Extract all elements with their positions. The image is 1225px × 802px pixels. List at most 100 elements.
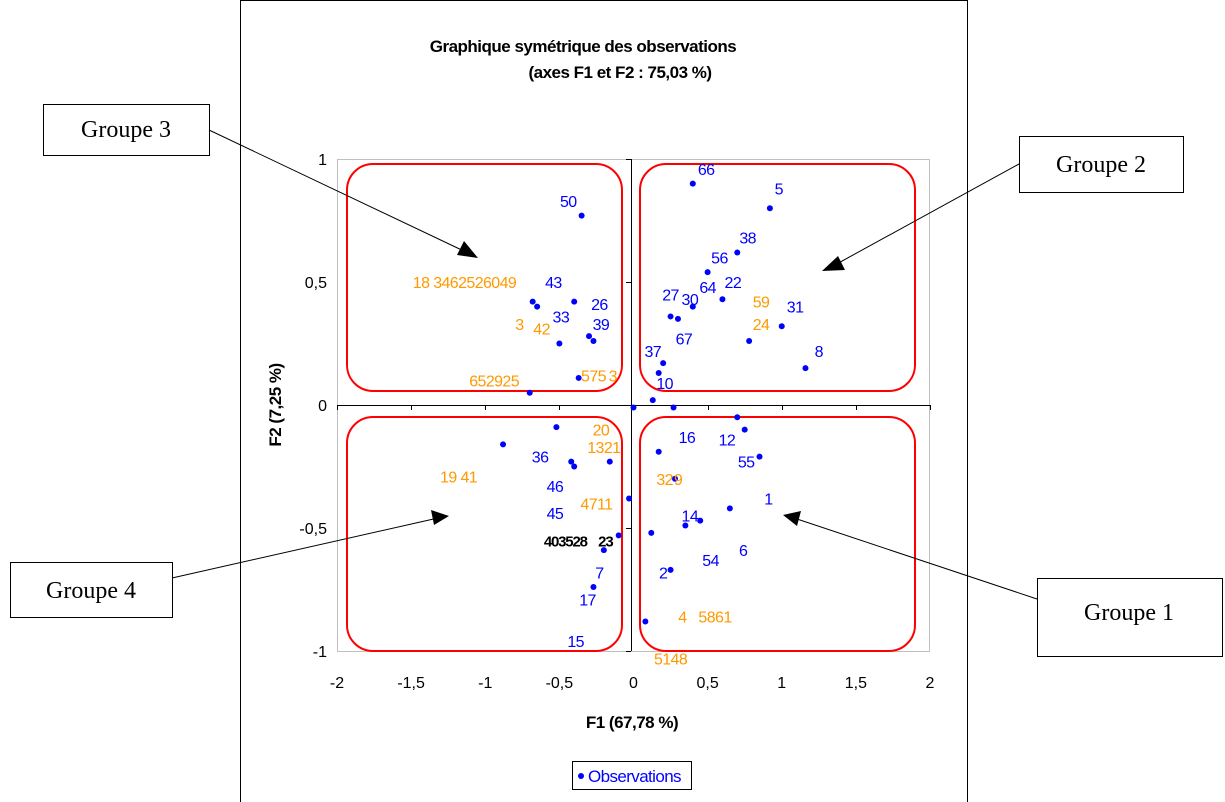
data-point: [734, 249, 741, 256]
data-point: [741, 426, 748, 433]
data-point: [590, 584, 597, 591]
point-label: 5861: [698, 610, 732, 627]
point-label: 27: [662, 287, 679, 304]
annotation-arrow: [793, 517, 1038, 600]
chart-frame: [240, 0, 968, 802]
y-tick-label: 0: [318, 398, 327, 415]
point-label: 2: [659, 565, 668, 582]
y-tick-labels: -1 -0,5 0 0,5 1: [299, 152, 327, 661]
data-point: [746, 338, 753, 345]
point-label: 64: [699, 280, 716, 297]
annotation-group1: Groupe 1: [783, 511, 1223, 657]
point-label: 39: [593, 317, 610, 334]
point-label: 8: [815, 344, 824, 361]
data-point: [689, 180, 696, 187]
point-label: 1: [764, 491, 773, 508]
arrowhead: [783, 511, 801, 526]
data-point: [689, 303, 696, 310]
data-point: [626, 495, 633, 502]
x-tick-label: 0,5: [697, 675, 719, 692]
y-tick-label: -0,5: [299, 521, 327, 538]
data-point: [704, 269, 711, 276]
data-point: [649, 397, 656, 404]
legend-box: [572, 761, 692, 790]
point-label: 5: [775, 182, 784, 199]
annotation-arrow: [208, 129, 469, 254]
group4-box: [346, 416, 623, 652]
point-label: 12: [719, 432, 736, 449]
point-label: 37: [644, 344, 661, 361]
group1-box: [639, 416, 916, 652]
point-label: 67: [676, 332, 693, 349]
data-point: [600, 547, 607, 554]
chart-subtitle: (axes F1 et F2 : 75,03 %): [528, 63, 711, 82]
data-point: [586, 333, 593, 340]
data-point: [726, 505, 733, 512]
data-point: [682, 522, 689, 529]
x-tick-label: -0,5: [546, 675, 574, 692]
data-point: [575, 374, 582, 381]
data-point: [667, 313, 674, 320]
y-axis-title: F2 (7,25 %): [266, 363, 285, 446]
point-label: 38: [739, 231, 756, 248]
data-point: [642, 618, 649, 625]
data-point: [526, 389, 533, 396]
data-point: [578, 212, 585, 219]
point-label: 31: [787, 300, 804, 317]
annotation-group3: Groupe 3: [43, 104, 478, 258]
point-label: 54: [702, 553, 719, 570]
group2-box: [639, 163, 916, 392]
annotation-box: [43, 104, 210, 156]
data-point: [655, 370, 662, 377]
data-point: [674, 315, 681, 322]
point-label: 10: [656, 376, 673, 393]
x-tick-labels: -2 -1,5 -1 -0,5 0 0,5 1 1,5 2: [330, 675, 935, 692]
data-point: [568, 458, 575, 465]
point-label: 43: [545, 275, 562, 292]
chart-title: Graphique symétrique des observations: [430, 37, 737, 56]
point-label: 66: [698, 162, 715, 179]
point-label: 50: [560, 194, 577, 211]
arrowhead: [822, 256, 845, 271]
point-label: 33: [553, 309, 570, 326]
data-point: [672, 475, 679, 482]
y-tick-label: 0,5: [305, 275, 327, 292]
data-point: [667, 566, 674, 573]
y-tick-marks: [626, 159, 631, 652]
x-tick-label: -1: [478, 675, 492, 692]
data-point: [615, 532, 622, 539]
point-label: 575: [581, 368, 607, 385]
annotation-group4: Groupe 4: [10, 510, 449, 618]
point-label: 16: [679, 430, 696, 447]
annotation-arrow: [171, 517, 439, 579]
x-tick-marks: [337, 405, 931, 410]
x-tick-label: 0: [629, 675, 638, 692]
point-label: 36: [532, 450, 549, 467]
data-point: [756, 453, 763, 460]
annotation-label: Groupe 4: [46, 578, 136, 604]
data-point: [660, 360, 667, 367]
legend: Observations: [572, 761, 692, 790]
point-label: 9: [674, 472, 683, 489]
point-label: 26: [591, 297, 608, 314]
data-point: [571, 298, 578, 305]
data-point: [630, 404, 637, 411]
annotation-label: Groupe 2: [1056, 152, 1146, 178]
data-point: [697, 517, 704, 524]
y-tick-label: -1: [313, 644, 327, 661]
point-label: 652925: [469, 373, 519, 390]
point-label: 403528: [544, 533, 588, 550]
point-label: 15: [567, 634, 584, 651]
group3-box: [346, 163, 623, 392]
point-label: 45: [547, 506, 564, 523]
data-point: [553, 424, 560, 431]
data-point: [648, 529, 655, 536]
annotation-box: [1019, 136, 1184, 193]
x-tick-label: 2: [926, 675, 935, 692]
point-label: 42: [533, 322, 550, 339]
annotation-label: Groupe 3: [81, 117, 171, 143]
data-point: [571, 463, 578, 470]
arrowhead: [431, 510, 449, 525]
point-label: 55: [738, 455, 755, 472]
